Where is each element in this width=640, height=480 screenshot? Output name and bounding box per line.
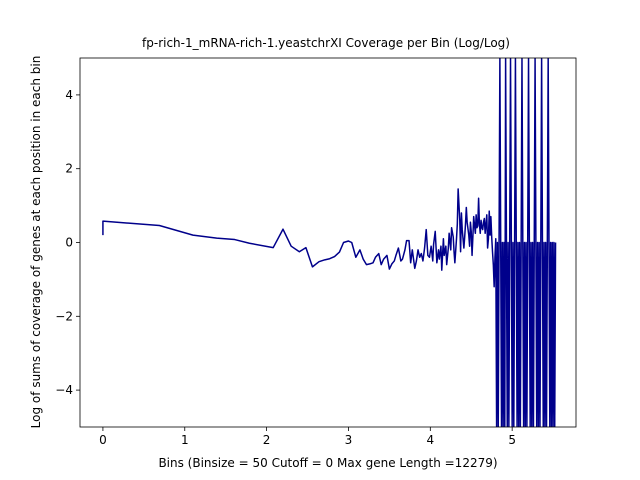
chart-title: fp-rich-1_mRNA-rich-1.yeastchrXI Coverag…: [142, 36, 510, 50]
series-group: [102, 58, 557, 427]
y-tick-label: 0: [65, 236, 73, 250]
y-tick-label: −2: [55, 309, 73, 323]
x-tick-label: 4: [426, 433, 434, 447]
x-axis-label: Bins (Binsize = 50 Cutoff = 0 Max gene L…: [158, 456, 497, 470]
y-axis-label: Log of sums of coverage of genes at each…: [29, 56, 43, 429]
x-tick-label: 2: [263, 433, 271, 447]
x-tick-label: 3: [345, 433, 353, 447]
x-tick-label: 5: [508, 433, 516, 447]
y-tick-label: 4: [65, 88, 73, 102]
x-tick-label: 0: [99, 433, 107, 447]
plot-area: 0 1 2 3 4 5 −4 −2 0 2 4: [55, 57, 577, 447]
x-tick-label: 1: [181, 433, 189, 447]
y-tick-label: −4: [55, 383, 73, 397]
series-line: [102, 58, 557, 427]
y-tick-label: 2: [65, 162, 73, 176]
x-axis: 0 1 2 3 4 5: [99, 427, 516, 447]
y-axis: −4 −2 0 2 4: [55, 88, 80, 397]
